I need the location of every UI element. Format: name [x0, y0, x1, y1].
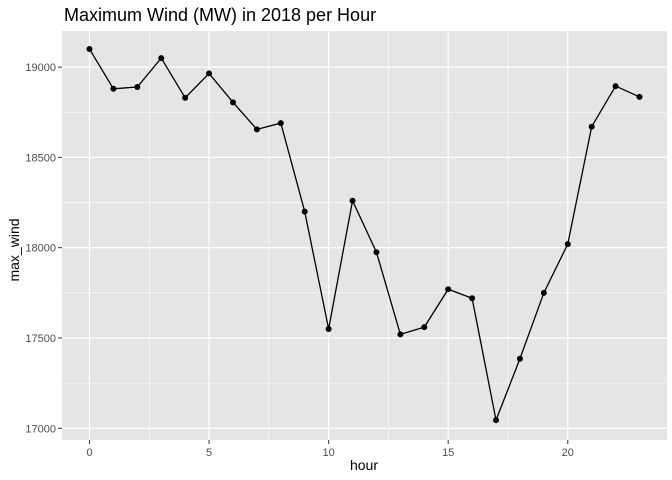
x-axis-label: hour — [350, 457, 378, 473]
data-point — [636, 93, 643, 100]
data-point — [493, 417, 500, 424]
data-point — [421, 324, 428, 331]
data-points — [86, 46, 643, 424]
data-point — [612, 83, 619, 90]
plot-panel — [62, 31, 667, 440]
data-point — [540, 289, 547, 296]
data-point — [469, 295, 476, 302]
grid-minor — [62, 31, 667, 440]
x-tick-label: 20 — [562, 447, 574, 459]
data-point — [397, 331, 404, 338]
y-axis-ticks: 17000 17500 18000 18500 19000 — [25, 62, 62, 435]
data-point — [253, 126, 260, 133]
data-point — [588, 123, 595, 130]
data-point — [86, 46, 93, 53]
series-line — [88, 48, 640, 423]
y-axis-label: max_wind — [6, 218, 22, 281]
grid-major — [62, 31, 667, 440]
data-point — [229, 99, 236, 106]
data-point — [325, 325, 332, 332]
y-tick-label: 17500 — [25, 333, 56, 345]
data-point — [158, 55, 165, 62]
chart-title: Maximum Wind (MW) in 2018 per Hour — [64, 5, 376, 25]
data-point — [564, 241, 571, 248]
x-tick-label: 10 — [323, 447, 335, 459]
data-point — [277, 120, 284, 127]
y-tick-label: 18000 — [25, 243, 56, 255]
data-point — [301, 208, 308, 215]
data-point — [349, 197, 356, 204]
x-axis-ticks: 0 5 10 15 20 — [86, 440, 574, 459]
x-tick-label: 15 — [442, 447, 454, 459]
x-tick-label: 0 — [86, 447, 92, 459]
data-point — [206, 70, 213, 77]
x-tick-label: 5 — [206, 447, 212, 459]
y-tick-label: 18500 — [25, 152, 56, 164]
y-tick-label: 19000 — [25, 62, 56, 74]
data-point — [182, 94, 189, 101]
data-point — [134, 83, 141, 90]
data-point — [110, 85, 117, 92]
y-tick-label: 17000 — [25, 423, 56, 435]
data-point — [445, 286, 452, 293]
data-point — [373, 249, 380, 256]
data-point — [516, 355, 523, 362]
